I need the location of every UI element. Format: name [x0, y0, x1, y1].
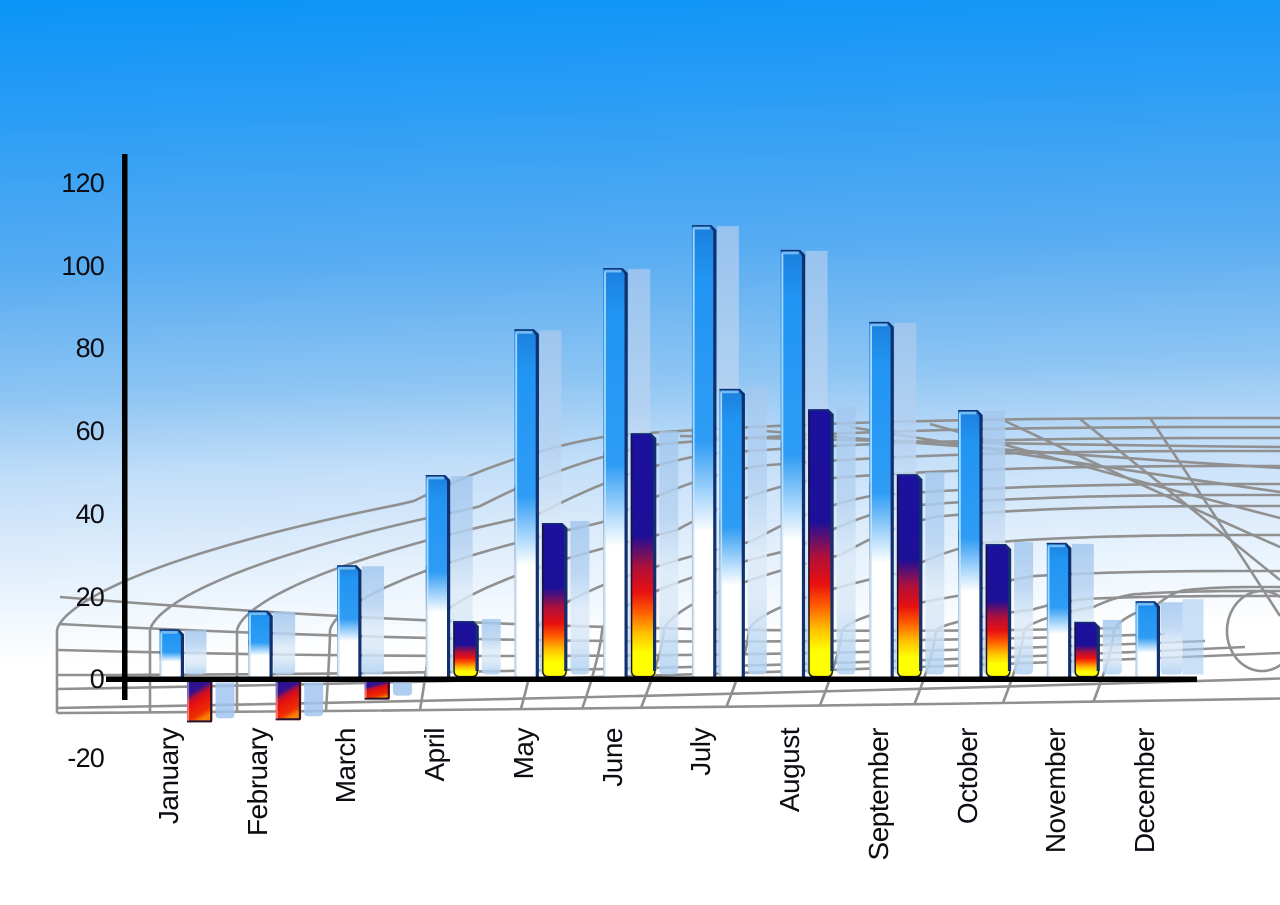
svg-text:September: September: [863, 728, 894, 861]
svg-text:100: 100: [61, 251, 104, 281]
svg-text:-20: -20: [67, 743, 104, 773]
svg-text:20: 20: [76, 582, 104, 612]
svg-text:August: August: [774, 727, 805, 812]
svg-text:80: 80: [76, 333, 104, 363]
svg-text:January: January: [153, 728, 184, 825]
svg-text:60: 60: [76, 416, 104, 446]
svg-text:November: November: [1040, 728, 1071, 853]
svg-text:40: 40: [76, 499, 104, 529]
svg-text:April: April: [419, 728, 450, 782]
svg-text:June: June: [597, 728, 628, 787]
svg-text:October: October: [952, 728, 983, 824]
svg-text:0: 0: [90, 664, 104, 694]
svg-text:May: May: [508, 728, 539, 780]
svg-text:120: 120: [61, 168, 104, 198]
svg-text:February: February: [242, 728, 273, 837]
svg-text:December: December: [1129, 728, 1160, 853]
svg-text:March: March: [330, 728, 361, 803]
svg-text:July: July: [685, 728, 716, 776]
